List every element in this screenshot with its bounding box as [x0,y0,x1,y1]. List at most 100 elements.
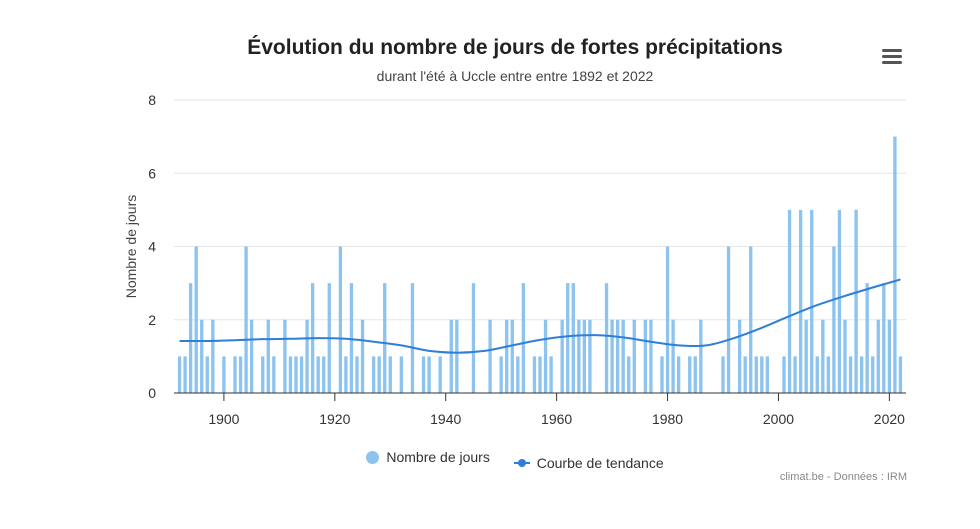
hamburger-menu-icon[interactable] [878,46,906,68]
bar[interactable] [854,209,858,393]
bar[interactable] [765,356,770,393]
bar[interactable] [200,319,204,393]
bar[interactable] [455,319,459,393]
bar[interactable] [798,209,803,393]
bar[interactable] [471,283,476,393]
bar[interactable] [615,319,620,393]
bar[interactable] [760,356,764,393]
bar[interactable] [560,319,564,393]
bar[interactable] [882,283,886,393]
bar[interactable] [804,319,808,393]
bar[interactable] [488,319,492,393]
bar[interactable] [299,356,304,393]
trend-line[interactable] [179,278,901,354]
bar[interactable] [349,283,354,393]
bar[interactable] [288,356,293,393]
bar[interactable] [582,319,587,393]
bar[interactable] [521,283,526,393]
bar[interactable] [621,319,625,393]
credits[interactable]: climat.be - Données : IRM [779,471,907,483]
bar[interactable] [693,356,697,393]
bar[interactable] [177,356,182,393]
bar[interactable] [355,356,359,393]
bar[interactable] [261,356,265,393]
bar[interactable] [826,356,831,393]
bar[interactable] [571,283,575,393]
bar[interactable] [183,356,187,393]
bar[interactable] [632,319,636,393]
bar[interactable] [821,319,825,393]
bar[interactable] [399,356,404,393]
bar[interactable] [516,356,520,393]
bar[interactable] [793,356,797,393]
bar[interactable] [322,356,326,393]
bar[interactable] [810,209,814,393]
bar[interactable] [837,209,842,393]
bar[interactable] [859,356,864,393]
bar[interactable] [377,356,381,393]
bar[interactable] [449,319,453,393]
bar[interactable] [344,356,348,393]
bar[interactable] [721,356,725,393]
bar[interactable] [566,283,570,393]
bar[interactable] [577,319,581,393]
bar[interactable] [438,356,442,393]
bar[interactable] [383,283,387,393]
bar[interactable] [688,356,692,393]
bar[interactable] [893,136,897,393]
bar[interactable] [871,356,875,393]
bar[interactable] [427,356,431,393]
bar[interactable] [338,246,343,394]
bar[interactable] [848,356,853,393]
bar[interactable] [676,356,681,393]
legend-item-bars[interactable]: Nombre de jours [366,449,490,465]
bar[interactable] [388,356,392,393]
bar[interactable] [649,319,653,393]
bar[interactable] [643,319,648,393]
bar[interactable] [272,356,276,393]
bar[interactable] [238,356,243,393]
bar[interactable] [865,283,869,393]
bar[interactable] [266,319,270,393]
bar[interactable] [316,356,320,393]
trend-series[interactable] [179,278,901,354]
bar[interactable] [660,356,664,393]
bar[interactable] [188,283,193,393]
bar-series[interactable] [177,136,903,394]
bar[interactable] [543,319,548,393]
bar[interactable] [244,246,248,394]
bar[interactable] [233,356,237,393]
bar[interactable] [671,319,675,393]
bar[interactable] [627,356,631,393]
bar[interactable] [887,319,892,393]
bar[interactable] [194,246,198,394]
bar[interactable] [665,246,670,394]
bar[interactable] [898,356,903,393]
bar[interactable] [876,319,880,393]
bar[interactable] [737,319,742,393]
bar[interactable] [211,319,215,393]
bar[interactable] [371,356,376,393]
bar[interactable] [499,356,503,393]
legend-item-trend[interactable]: Courbe de tendance [513,455,664,471]
bar[interactable] [843,319,847,393]
bar[interactable] [549,356,553,393]
bar[interactable] [294,356,298,393]
bar[interactable] [743,356,747,393]
bar[interactable] [305,319,309,393]
bar[interactable] [222,356,226,393]
bar[interactable] [421,356,426,393]
bar[interactable] [510,319,514,393]
bar[interactable] [410,283,415,393]
bar[interactable] [699,319,703,393]
bar[interactable] [249,319,254,393]
bar[interactable] [538,356,542,393]
bar[interactable] [505,319,509,393]
bar[interactable] [283,319,287,393]
bar[interactable] [610,319,614,393]
bar[interactable] [588,319,592,393]
bar[interactable] [360,319,365,393]
bar[interactable] [749,246,753,394]
bar[interactable] [604,283,609,393]
bar[interactable] [754,356,758,393]
